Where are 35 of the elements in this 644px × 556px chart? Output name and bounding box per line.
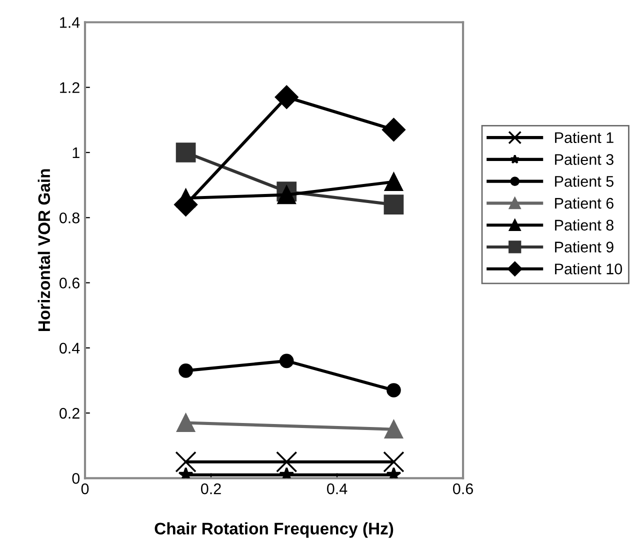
x-tick-label: 0.6 bbox=[453, 483, 473, 494]
y-tick-label: 0.8 bbox=[60, 212, 80, 224]
point bbox=[276, 451, 298, 473]
y-tick-label: 0.2 bbox=[60, 408, 80, 419]
point bbox=[386, 383, 401, 398]
y-tick-label: 1.2 bbox=[60, 82, 80, 93]
legend-label: Patient 3 bbox=[555, 154, 614, 165]
point bbox=[176, 142, 196, 162]
x-tick-label: 0.4 bbox=[327, 483, 348, 494]
legend-label: Patient 8 bbox=[555, 219, 614, 231]
y-tick-label: 0.4 bbox=[60, 342, 80, 354]
point bbox=[274, 85, 298, 109]
point bbox=[178, 364, 193, 378]
y-tick-label: 0 bbox=[72, 473, 80, 484]
point bbox=[175, 451, 196, 473]
point bbox=[384, 420, 403, 439]
legend-label: Patient 6 bbox=[555, 197, 614, 209]
point bbox=[279, 354, 294, 368]
x-axis-title: Chair Rotation Frequency (Hz) bbox=[154, 522, 394, 538]
point bbox=[176, 414, 196, 432]
legend-label: Patient 10 bbox=[555, 263, 622, 274]
y-axis-title: Horizontal VOR Gain bbox=[38, 169, 50, 332]
point bbox=[384, 194, 404, 215]
x-tick-label: 0.2 bbox=[200, 483, 221, 494]
y-tick-label: 1.4 bbox=[60, 17, 80, 28]
point bbox=[383, 451, 404, 473]
y-tick-label: 0.6 bbox=[60, 278, 80, 288]
point bbox=[382, 118, 406, 142]
x-tick-label: 0 bbox=[81, 483, 89, 494]
point bbox=[277, 186, 296, 204]
legend-label: Patient 1 bbox=[555, 132, 614, 144]
point bbox=[384, 172, 403, 192]
y-tick-label: 1 bbox=[72, 148, 80, 158]
legend-label: Patient 5 bbox=[555, 176, 614, 187]
legend-label: Patient 9 bbox=[555, 241, 614, 252]
